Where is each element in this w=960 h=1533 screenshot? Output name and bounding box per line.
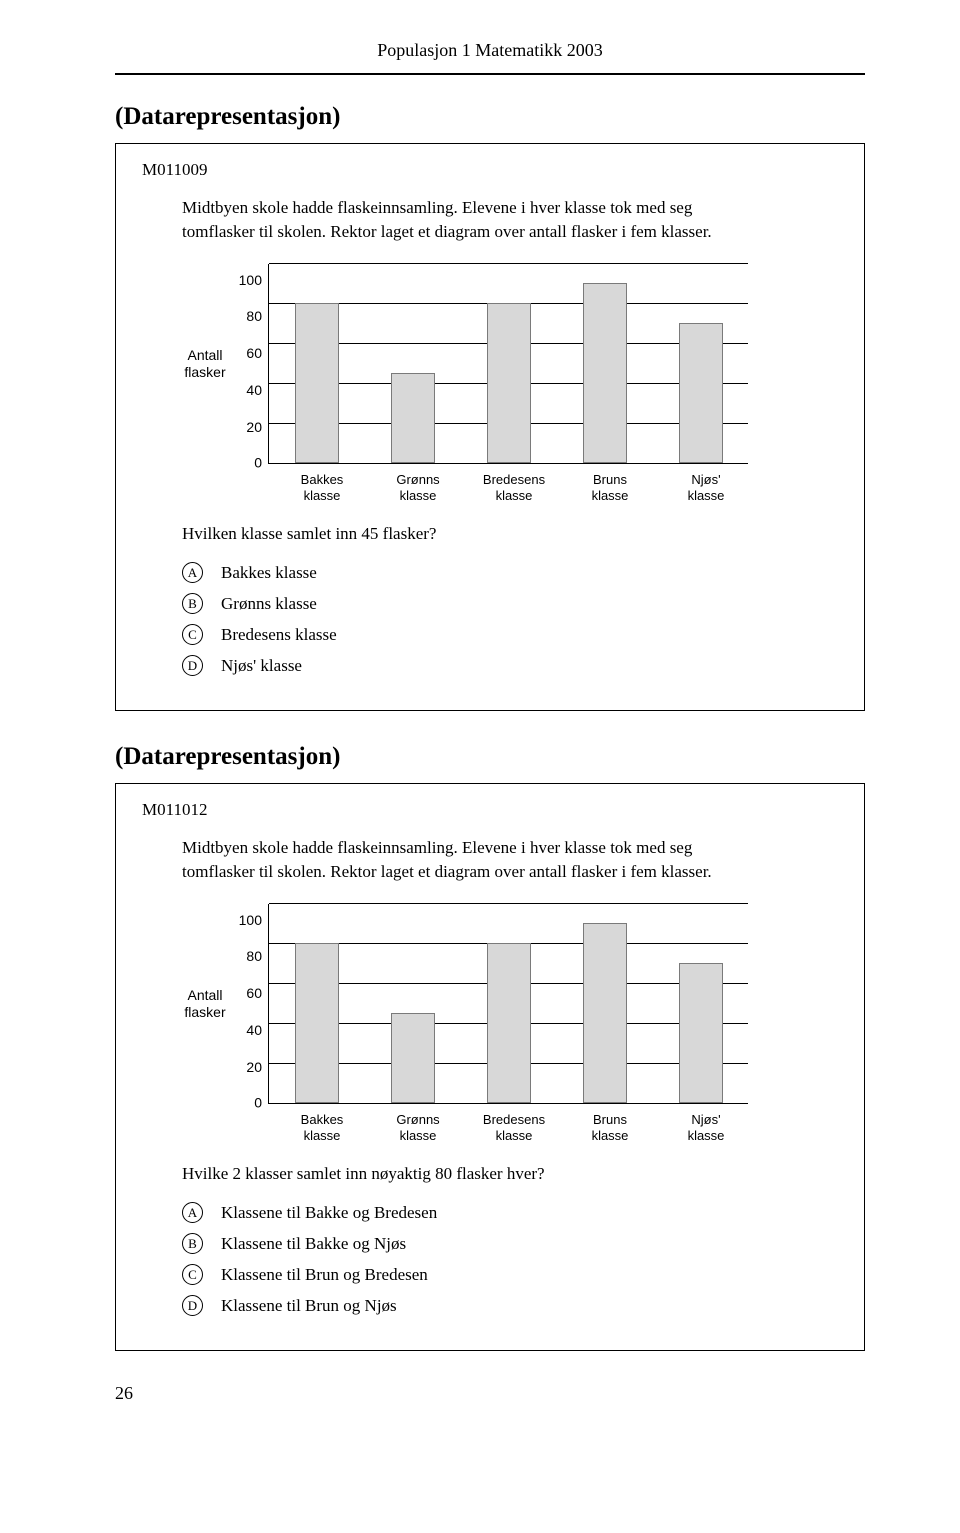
option-row[interactable]: C Bredesens klasse xyxy=(182,624,838,645)
options-1: A Bakkes klasse B Grønns klasse C Bredesens k… xyxy=(182,562,838,676)
question-id-2: M011012 xyxy=(142,800,838,820)
y-axis-label: Antallflasker xyxy=(182,987,228,1021)
options-2: A Klassene til Bakke og Bredesen B Klassene… xyxy=(182,1202,838,1316)
option-text: Njøs' klasse xyxy=(221,656,302,676)
option-letter: D xyxy=(182,655,203,676)
y-axis-label: Antallflasker xyxy=(182,347,228,381)
bar xyxy=(391,373,435,463)
option-text: Bakkes klasse xyxy=(221,563,317,583)
option-row[interactable]: A Bakkes klasse xyxy=(182,562,838,583)
bar xyxy=(295,943,339,1103)
question-id-1: M011009 xyxy=(142,160,838,180)
header-rule xyxy=(115,73,865,75)
page-number: 26 xyxy=(115,1383,865,1404)
question-prompt-2: Midtbyen skole hadde flaskeinnsamling. E… xyxy=(182,836,742,884)
y-ticks: 100806040200 xyxy=(238,904,268,1104)
chart-plot xyxy=(268,264,748,464)
option-row[interactable]: C Klassene til Brun og Bredesen xyxy=(182,1264,838,1285)
option-letter: C xyxy=(182,1264,203,1285)
x-labels: BakkesklasseGrønnsklasseBredesensklasseB… xyxy=(274,472,754,505)
option-letter: B xyxy=(182,1233,203,1254)
bar xyxy=(583,283,627,463)
option-row[interactable]: B Klassene til Bakke og Njøs xyxy=(182,1233,838,1254)
option-text: Grønns klasse xyxy=(221,594,317,614)
option-letter: A xyxy=(182,1202,203,1223)
option-text: Bredesens klasse xyxy=(221,625,337,645)
question-text-1: Hvilken klasse samlet inn 45 flasker? xyxy=(182,524,838,544)
bar xyxy=(295,303,339,463)
option-text: Klassene til Brun og Njøs xyxy=(221,1296,397,1316)
question-box-1: M011009 Midtbyen skole hadde flaskeinnsa… xyxy=(115,143,865,711)
option-letter: A xyxy=(182,562,203,583)
bar xyxy=(487,303,531,463)
bar xyxy=(583,923,627,1103)
section-title-1: (Datarepresentasjon) xyxy=(115,103,865,131)
option-text: Klassene til Brun og Bredesen xyxy=(221,1265,428,1285)
question-prompt-1: Midtbyen skole hadde flaskeinnsamling. E… xyxy=(182,196,742,244)
option-text: Klassene til Bakke og Njøs xyxy=(221,1234,406,1254)
option-text: Klassene til Bakke og Bredesen xyxy=(221,1203,437,1223)
chart-1: Antallflasker 100806040200BakkesklasseGrø… xyxy=(182,264,838,505)
bar xyxy=(679,963,723,1103)
question-box-2: M011012 Midtbyen skole hadde flaskeinnsa… xyxy=(115,783,865,1351)
chart-2: Antallflasker 100806040200BakkesklasseGrø… xyxy=(182,904,838,1145)
page-header: Populasjon 1 Matematikk 2003 xyxy=(115,40,865,61)
option-letter: D xyxy=(182,1295,203,1316)
option-row[interactable]: A Klassene til Bakke og Bredesen xyxy=(182,1202,838,1223)
option-row[interactable]: D Klassene til Brun og Njøs xyxy=(182,1295,838,1316)
chart-plot xyxy=(268,904,748,1104)
y-ticks: 100806040200 xyxy=(238,264,268,464)
bar xyxy=(391,1013,435,1103)
bar xyxy=(487,943,531,1103)
section-title-2: (Datarepresentasjon) xyxy=(115,743,865,771)
question-text-2: Hvilke 2 klasser samlet inn nøyaktig 80 … xyxy=(182,1164,838,1184)
option-letter: C xyxy=(182,624,203,645)
bar xyxy=(679,323,723,463)
option-letter: B xyxy=(182,593,203,614)
x-labels: BakkesklasseGrønnsklasseBredesensklasseB… xyxy=(274,1112,754,1145)
option-row[interactable]: D Njøs' klasse xyxy=(182,655,838,676)
option-row[interactable]: B Grønns klasse xyxy=(182,593,838,614)
